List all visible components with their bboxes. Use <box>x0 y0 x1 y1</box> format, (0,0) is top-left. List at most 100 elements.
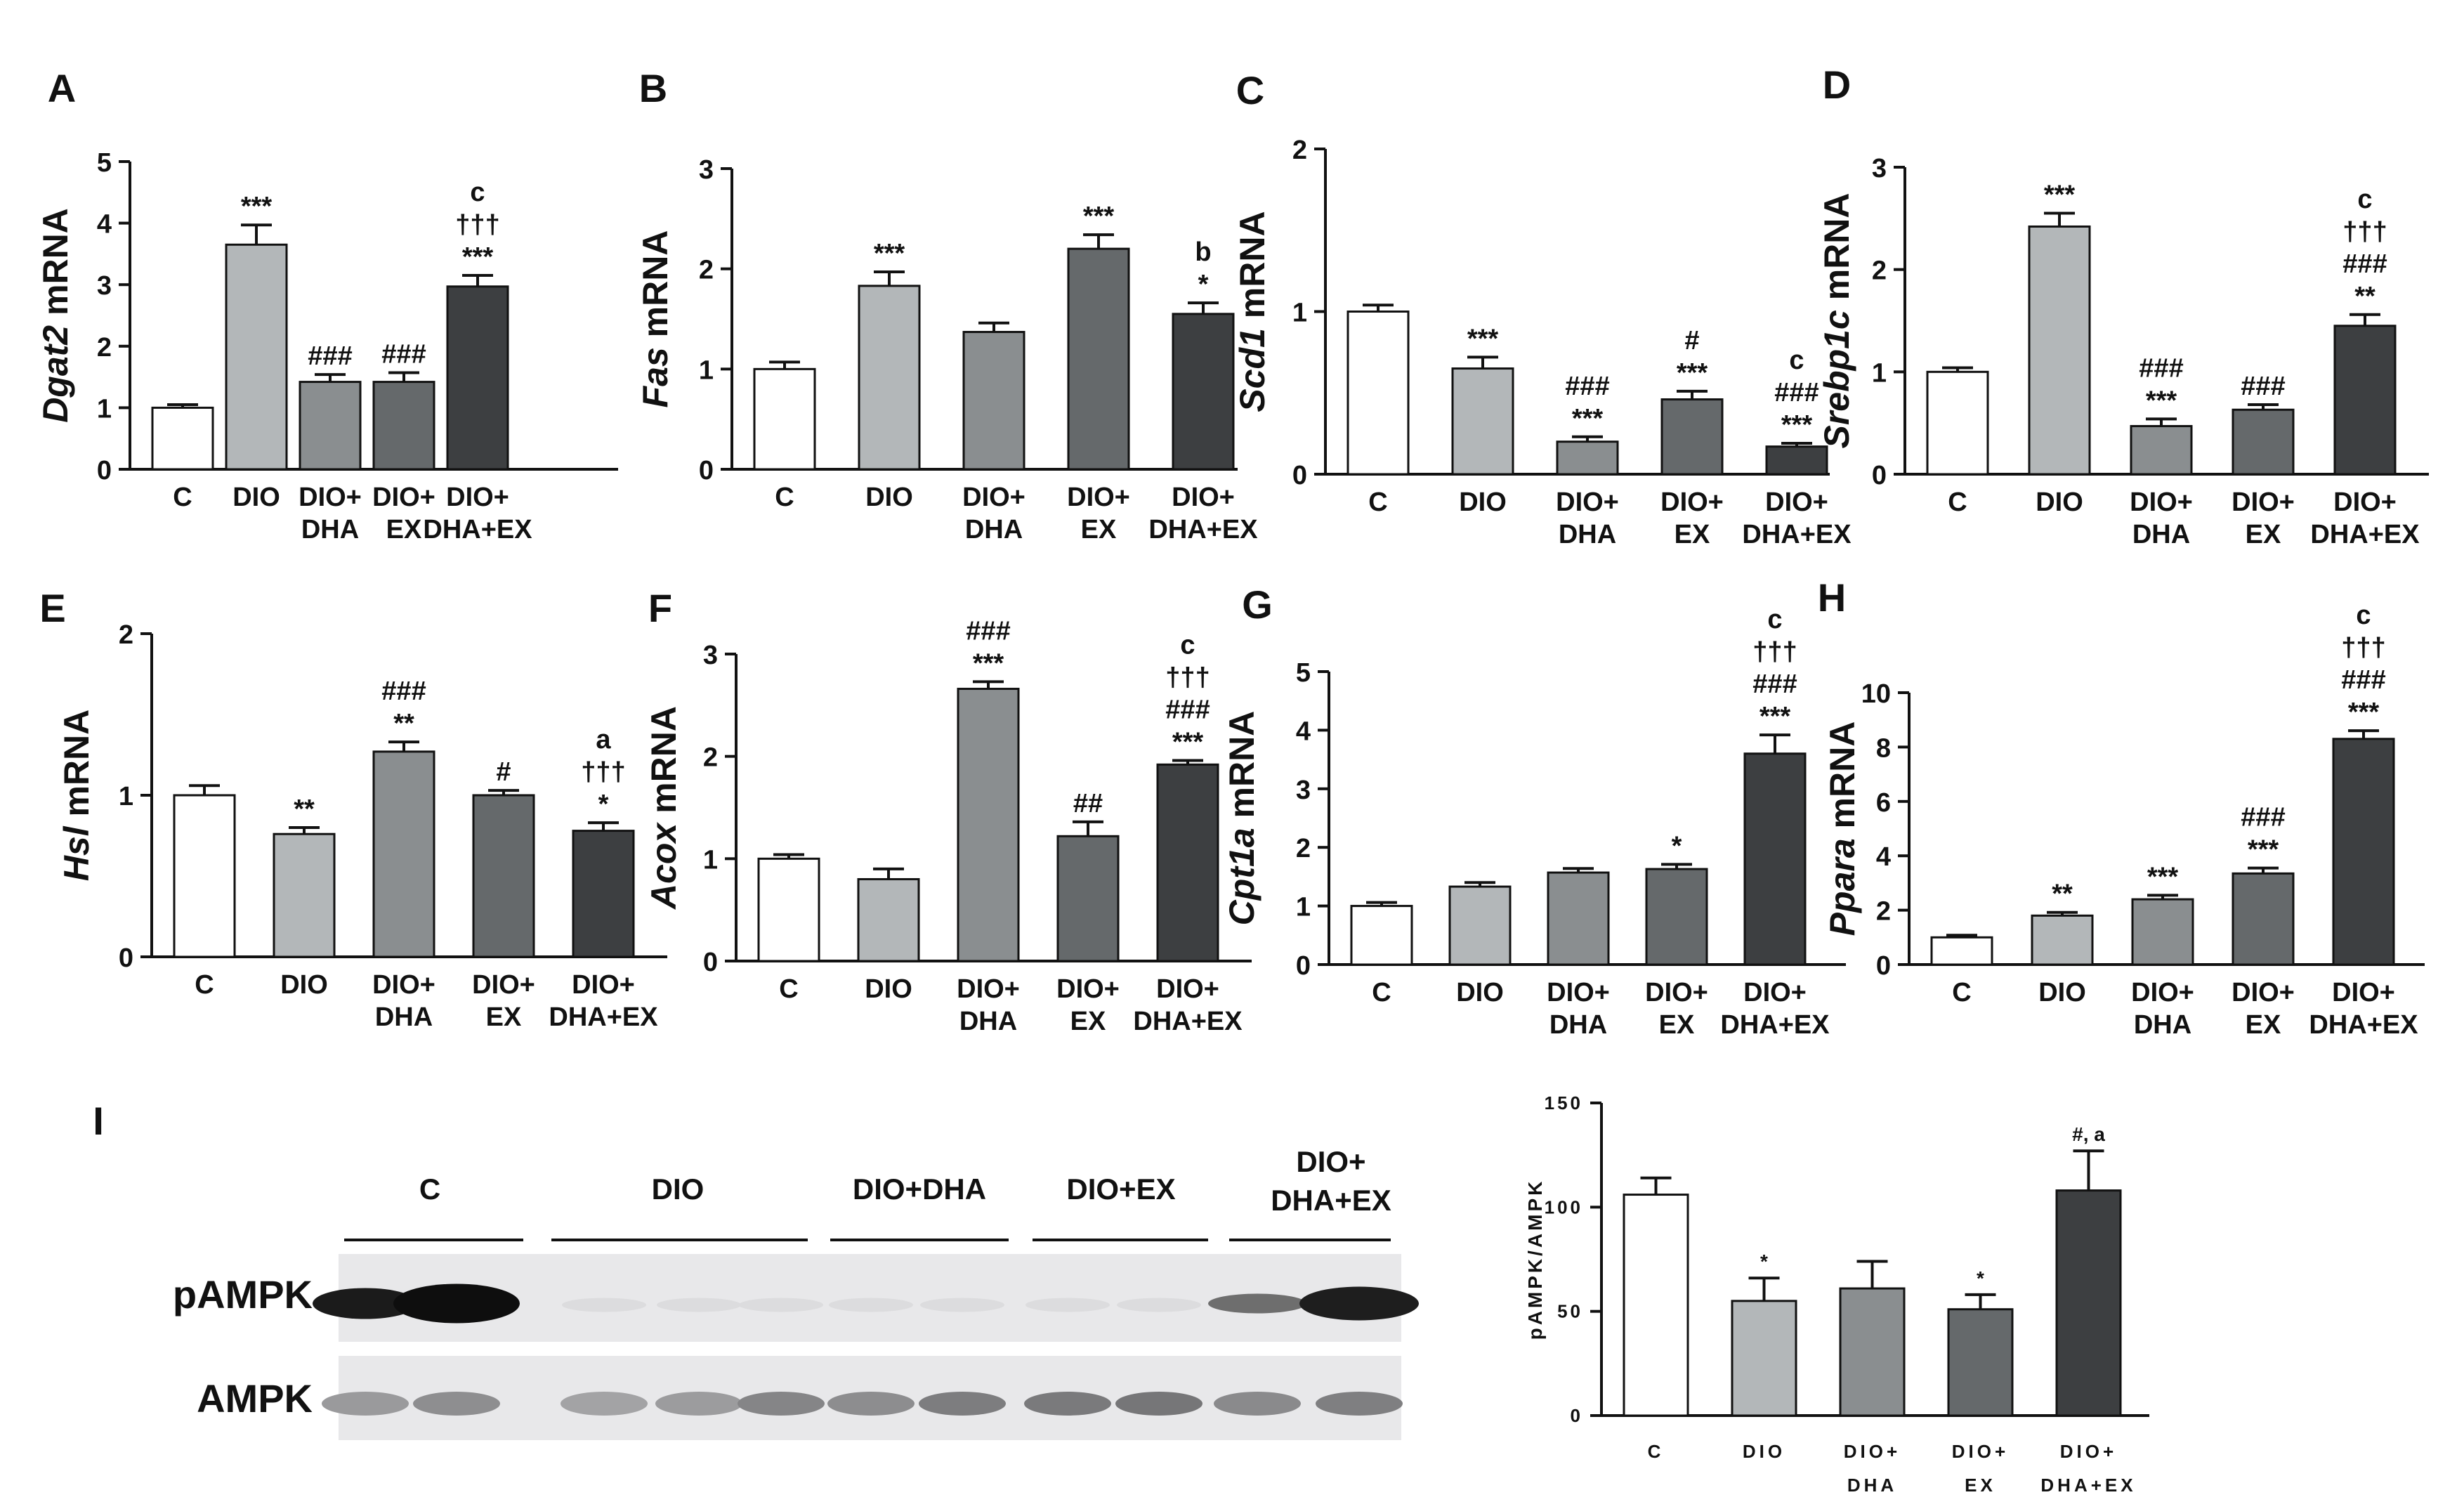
x-tick-label: DIO+ <box>2130 488 2193 517</box>
panel-label: C <box>1236 68 1264 112</box>
bar-e-1 <box>173 794 236 958</box>
y-tick-label: 1 <box>1292 299 1307 328</box>
bar-i-5 <box>2055 1189 2122 1417</box>
significance-mark: *** <box>2147 862 2179 891</box>
bar-c-3 <box>1556 440 1619 476</box>
significance-mark: ### <box>2241 803 2285 832</box>
x-tick-label: DHA+EX <box>549 1002 658 1032</box>
x-tick-label: DHA <box>375 1002 433 1032</box>
y-tick-label: 0 <box>1876 951 1891 981</box>
significance-mark: ††† <box>1752 637 1797 667</box>
y-tick-label: 2 <box>699 256 714 285</box>
x-tick-label: DIO+ <box>446 483 509 512</box>
bar-g-3 <box>1547 871 1610 966</box>
blot-group-label: DIO+EX <box>1066 1172 1175 1206</box>
y-tick-label: 1 <box>699 355 714 385</box>
significance-mark: ††† <box>455 210 499 240</box>
bar-d-4 <box>2232 408 2295 476</box>
significance-mark: * <box>1672 831 1682 861</box>
western-blot: I C DIO DIO+DHA DIO+EX DIO+ DHA+EX pAMPK AMPK <box>93 1099 1419 1440</box>
blot-group-label: C <box>419 1172 440 1206</box>
y-tick-label: 4 <box>1296 717 1311 746</box>
blot-band <box>1208 1293 1306 1314</box>
significance-mark: ### <box>2341 665 2385 695</box>
x-tick-label: DHA <box>1559 520 1616 549</box>
blot-group-header: DIO+EX <box>1033 1172 1208 1241</box>
blot-row-pampk: pAMPK <box>173 1254 1419 1342</box>
x-tick-label: DIO+ <box>472 970 535 1000</box>
y-tick-label: 0 <box>1571 1405 1583 1426</box>
panel-b: B 0 1 2 3 Fas mRNA C *** DIO DIO+ DHA *** DIO+ EX * b DI… <box>636 66 1258 544</box>
bar-g-2 <box>1448 885 1512 966</box>
significance-mark: *** <box>1677 358 1708 388</box>
x-tick-label: DHA+EX <box>1148 515 1258 544</box>
significance-mark: # <box>1684 326 1699 355</box>
y-axis-label: Fas mRNA <box>636 230 675 408</box>
panel-label: G <box>1242 582 1273 627</box>
significance-mark: c <box>470 178 485 207</box>
bar-i-4 <box>1947 1308 2014 1417</box>
panel-a: A 0 1 2 3 4 5 Dgat2 mRNA C *** DIO ### DIO+ DHA ### DIO… <box>36 66 618 544</box>
significance-mark: *** <box>973 648 1004 678</box>
x-tick-label: DHA <box>301 515 359 544</box>
x-tick-label: EX <box>1659 1010 1695 1040</box>
panel-label: B <box>639 66 667 110</box>
bar-h-2 <box>2031 914 2094 966</box>
x-tick-label: DIO <box>280 970 328 1000</box>
panel-label: A <box>48 66 76 110</box>
x-tick-label: C <box>1952 978 1971 1007</box>
bar-b-3 <box>962 331 1025 471</box>
significance-mark: b <box>1195 237 1211 267</box>
bar-g-1 <box>1350 905 1413 966</box>
x-tick-label: DIO+ <box>299 483 362 512</box>
blot-group-label: DIO+DHA <box>853 1172 986 1206</box>
bar-e-4 <box>472 794 535 958</box>
significance-mark: #, a <box>2072 1123 2105 1145</box>
significance-mark: # <box>496 757 511 787</box>
significance-mark: *** <box>1083 202 1115 231</box>
y-axis-label: Cpt1a mRNA <box>1222 711 1262 926</box>
blot-group-header: DIO+ DHA+EX <box>1229 1145 1391 1241</box>
x-tick-label: DHA <box>2134 1010 2191 1040</box>
x-tick-label: DIO+ <box>1645 978 1708 1007</box>
significance-mark: * <box>1198 270 1209 299</box>
bar-d-5 <box>2333 325 2397 476</box>
x-tick-label: C <box>1372 978 1391 1007</box>
panel-label: D <box>1823 63 1851 107</box>
y-tick-label: 5 <box>1296 658 1311 688</box>
x-tick-label: EX <box>1965 1475 1996 1496</box>
bar-a-2 <box>225 243 288 471</box>
bar-f-5 <box>1156 763 1219 962</box>
x-tick-label: DHA <box>965 515 1023 544</box>
panel-label: I <box>93 1099 104 1143</box>
y-tick-label: 4 <box>97 210 112 240</box>
significance-mark: *** <box>874 239 905 268</box>
blot-band <box>1025 1298 1110 1312</box>
bar-d-2 <box>2028 225 2091 476</box>
y-tick-label: 0 <box>1296 951 1311 981</box>
x-tick-label: DIO+ <box>1556 488 1619 517</box>
blot-band <box>827 1392 915 1416</box>
y-tick-label: 50 <box>1557 1301 1583 1322</box>
blot-band <box>322 1392 409 1416</box>
significance-mark: *** <box>1572 404 1604 433</box>
x-tick-label: DIO+ <box>1660 488 1724 517</box>
significance-mark: * <box>1977 1267 1984 1289</box>
blot-band <box>413 1392 500 1416</box>
x-tick-label: DIO <box>232 483 280 512</box>
bar-h-5 <box>2332 738 2395 966</box>
x-tick-label: C <box>1948 488 1967 517</box>
x-tick-label: DHA+EX <box>2310 520 2420 549</box>
y-tick-label: 2 <box>1872 256 1887 286</box>
significance-mark: c <box>1767 605 1782 634</box>
y-tick-label: 1 <box>1296 893 1311 922</box>
blot-band <box>829 1298 913 1312</box>
y-axis-label: Scd1 mRNA <box>1233 211 1272 412</box>
significance-mark: * <box>1760 1250 1768 1272</box>
significance-mark: ### <box>1752 669 1797 699</box>
x-tick-label: DIO+ <box>957 974 1020 1004</box>
bar-a-3 <box>299 381 362 471</box>
bar-f-3 <box>957 688 1020 962</box>
x-tick-label: DHA <box>1549 1010 1607 1040</box>
